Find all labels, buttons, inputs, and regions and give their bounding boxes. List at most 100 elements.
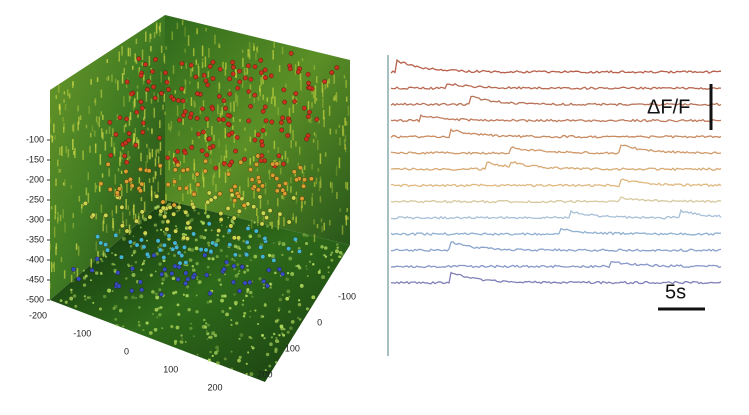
- texture-speck: [250, 345, 253, 348]
- texture-speck: [281, 293, 284, 296]
- texture-speck: [155, 295, 160, 300]
- cell: [177, 186, 183, 191]
- floor: [50, 200, 350, 382]
- texture-speck: [204, 325, 208, 329]
- z-tick-label: -500: [26, 294, 44, 304]
- texture-speck: [268, 253, 271, 257]
- texture-speck: [206, 338, 209, 341]
- texture-speck: [170, 325, 174, 329]
- texture-speck: [184, 226, 189, 230]
- cell: [249, 177, 255, 182]
- trace: [390, 114, 722, 123]
- cell: [176, 98, 181, 103]
- texture-speck: [171, 276, 176, 281]
- x-tick-label: 100: [163, 364, 178, 374]
- cell: [179, 61, 185, 66]
- texture-speck: [290, 320, 295, 324]
- cell: [203, 158, 208, 164]
- cell: [90, 212, 96, 218]
- texture-speck: [138, 306, 141, 309]
- texture-speck: [305, 265, 308, 268]
- texture-speck: [269, 342, 273, 347]
- cell: [182, 244, 187, 250]
- texture-speck: [95, 260, 100, 264]
- cell: [225, 206, 231, 211]
- cell: [154, 194, 160, 199]
- texture: [49, 19, 350, 377]
- cell: [271, 258, 277, 263]
- texture-speck: [324, 255, 328, 258]
- cell: [208, 249, 214, 254]
- texture-speck: [100, 271, 102, 274]
- cell: [291, 195, 297, 201]
- cell: [198, 247, 204, 252]
- cell: [119, 204, 125, 210]
- texture-speck: [158, 288, 162, 292]
- texture-speck: [233, 293, 236, 296]
- cell: [159, 91, 164, 96]
- cell: [234, 135, 240, 140]
- texture-speck: [230, 323, 233, 327]
- cell: [113, 232, 119, 238]
- cell: [258, 70, 264, 76]
- texture-speck: [173, 342, 177, 345]
- cell: [246, 118, 252, 124]
- texture-speck: [295, 265, 298, 268]
- texture-speck: [236, 263, 239, 266]
- cell: [204, 272, 210, 278]
- cell: [138, 188, 143, 194]
- texture-speck: [113, 263, 116, 266]
- texture-speck: [239, 247, 242, 251]
- texture-speck: [185, 294, 189, 298]
- texture-speck: [217, 278, 221, 282]
- texture-speck: [225, 312, 229, 317]
- cell: [155, 238, 161, 244]
- texture-speck: [329, 253, 333, 257]
- texture-speck: [154, 292, 158, 296]
- cell: [153, 57, 158, 62]
- texture-speck: [272, 332, 276, 336]
- texture-speck: [242, 315, 246, 318]
- cell: [246, 89, 252, 94]
- texture-speck: [238, 355, 242, 359]
- texture-speck: [132, 249, 137, 254]
- texture-speck: [139, 294, 144, 299]
- y-tick-label: 0: [317, 317, 322, 327]
- cell: [223, 106, 228, 111]
- cell: [134, 218, 139, 224]
- cell: [225, 112, 231, 118]
- cell: [115, 270, 121, 276]
- texture-speck: [237, 358, 241, 363]
- texture-speck: [194, 238, 198, 242]
- texture-speck: [209, 299, 213, 303]
- cell: [160, 205, 166, 211]
- cell: [232, 198, 238, 204]
- cell: [126, 131, 132, 136]
- texture-speck: [230, 367, 234, 371]
- texture-speck: [111, 251, 114, 255]
- cell: [139, 181, 145, 187]
- cell: [165, 182, 171, 187]
- texture-speck: [187, 247, 192, 252]
- cell: [162, 242, 167, 248]
- cell: [201, 129, 206, 135]
- cell: [196, 131, 201, 137]
- texture-speck: [175, 325, 180, 330]
- cell: [256, 175, 261, 180]
- texture-speck: [246, 268, 250, 272]
- cell: [280, 115, 286, 121]
- texture-speck: [142, 259, 146, 263]
- texture-speck: [323, 246, 328, 250]
- cell: [269, 119, 275, 125]
- texture-speck: [190, 248, 195, 252]
- texture-speck: [146, 239, 148, 242]
- cell: [179, 86, 185, 92]
- cell: [210, 106, 215, 112]
- cell: [204, 152, 210, 158]
- texture-speck: [251, 346, 255, 350]
- texture-speck: [107, 288, 112, 293]
- texture-speck: [330, 258, 334, 262]
- cell: [264, 215, 269, 220]
- texture-speck: [137, 220, 142, 225]
- texture-speck: [278, 297, 283, 302]
